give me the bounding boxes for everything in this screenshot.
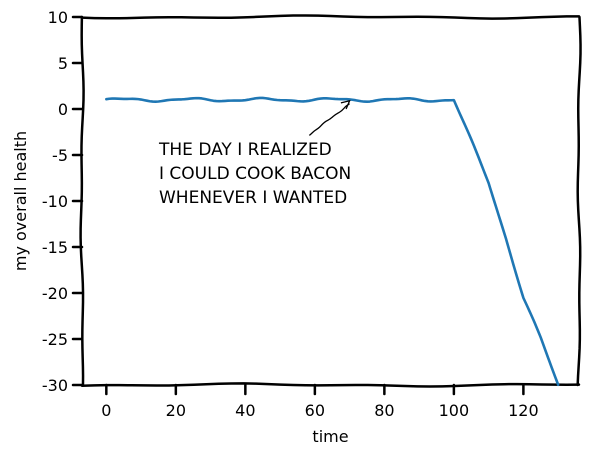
x-tick-label: 80 (374, 401, 394, 420)
series-line (105, 96, 560, 387)
x-tick-label: 0 (101, 401, 111, 420)
annotation: THE DAY I REALIZED I COULD COOK BACON WHEN… (158, 99, 351, 208)
y-tick-label: -15 (42, 238, 68, 257)
x-ticks: 0 20 40 60 80 100 120 (101, 383, 539, 420)
y-tick-label: 10 (48, 8, 68, 27)
annotation-line: WHENEVER I WANTED (159, 188, 347, 208)
frame-right (576, 15, 582, 387)
annotation-arrow-shaft (308, 103, 350, 136)
x-tick-label: 100 (439, 401, 470, 420)
series-layer (105, 96, 560, 387)
y-ticks: 10 5 0 -5 -10 -15 -20 -25 -30 (42, 8, 84, 395)
y-tick-label: -20 (42, 284, 68, 303)
y-tick-label: -30 (42, 376, 68, 395)
frame-bottom (80, 382, 581, 388)
y-tick-label: 5 (58, 54, 68, 73)
y-tick-label: 0 (58, 100, 68, 119)
annotation-arrow-head (340, 99, 351, 110)
x-tick-label: 40 (235, 401, 255, 420)
y-axis-label: my overall health (11, 131, 30, 271)
x-tick-label: 120 (508, 401, 539, 420)
x-tick-label: 20 (166, 401, 186, 420)
x-tick-label: 60 (305, 401, 325, 420)
y-tick-label: -5 (52, 146, 68, 165)
frame-top (80, 14, 581, 20)
x-axis-label: time (312, 427, 348, 446)
y-tick-label: -25 (42, 330, 68, 349)
y-tick-label: -10 (42, 192, 68, 211)
annotation-line: THE DAY I REALIZED (158, 140, 332, 160)
annotation-line: I COULD COOK BACON (159, 164, 351, 184)
